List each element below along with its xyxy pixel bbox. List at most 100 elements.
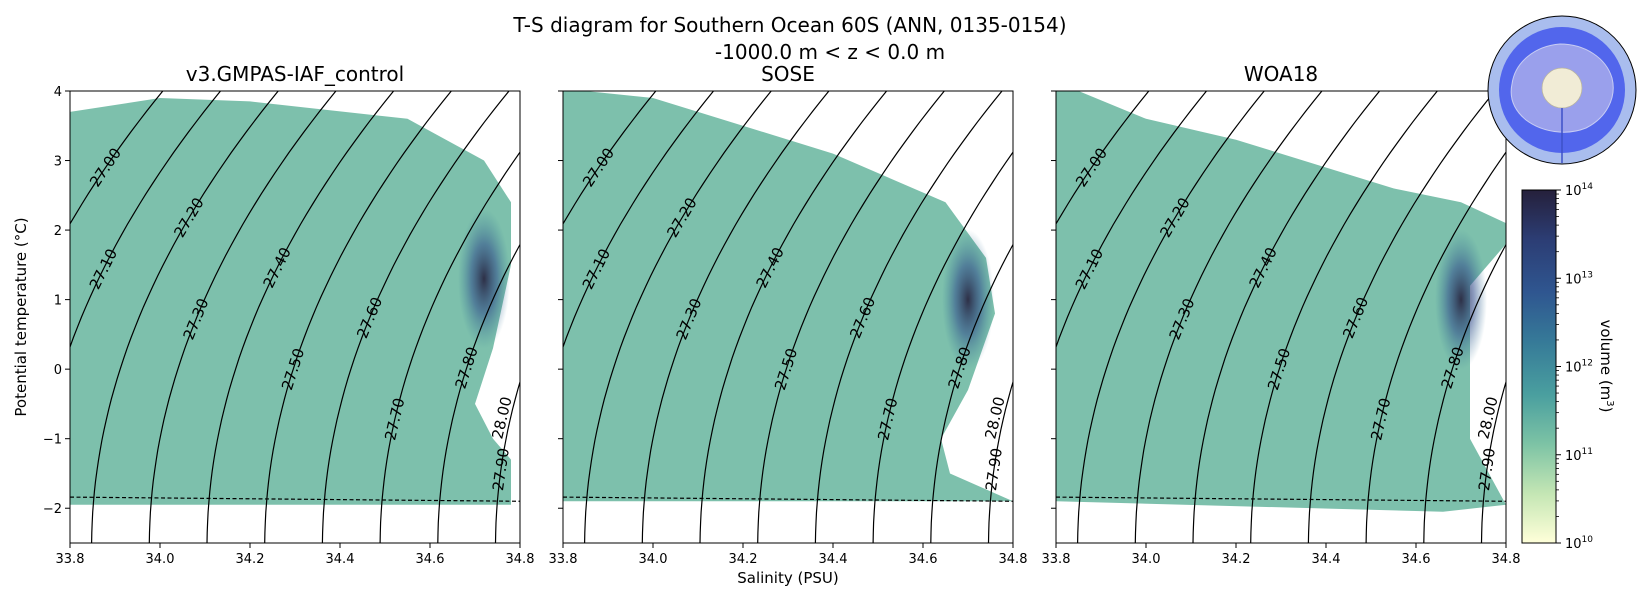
isopycnal-line	[930, 243, 1013, 543]
isopycnal-line	[1250, 91, 1438, 543]
x-tick-label: 34.0	[639, 552, 668, 567]
isopycnal-line	[1056, 91, 1207, 349]
x-tick-label: 34.6	[1402, 552, 1431, 567]
freezing-line	[563, 496, 1013, 502]
y-tick-label: 2	[54, 224, 62, 239]
isopycnal-line	[563, 91, 657, 226]
panel-title: WOA18	[1244, 62, 1318, 86]
panel-title: v3.GMPAS-IAF_control	[186, 62, 404, 86]
plot-area: 27.0027.1027.2027.3027.4027.5027.6027.70…	[563, 91, 1013, 543]
x-tick-label: 34.2	[729, 552, 758, 567]
figure-title-line1: T-S diagram for Southern Ocean 60S (ANN,…	[512, 13, 1066, 37]
freezing-line	[70, 496, 520, 502]
panel-1: SOSE 27.0027.1027.2027.3027.4027.5027.602…	[549, 62, 1028, 567]
contour-label: 27.90	[982, 447, 1006, 492]
contour-label: 27.90	[489, 447, 513, 492]
colorbar-tick-exp: 13	[1582, 270, 1593, 280]
colorbar-tick-base: 10	[1565, 361, 1582, 376]
volume-dense-core	[458, 208, 510, 349]
panel-2: WOA18 27.0027.1027.2027.3027.4027.5027.60…	[1042, 62, 1521, 567]
isopycnal-line	[757, 91, 945, 543]
isopycnal-line	[321, 91, 510, 543]
y-tick-label: 0	[54, 363, 62, 378]
isopycnal-line	[437, 243, 520, 543]
colorbar-label-sup: 3	[1604, 400, 1615, 406]
volume-dense-core	[942, 229, 994, 370]
volume-dense-core	[1435, 229, 1487, 370]
colorbar-tick-exp: 10	[1582, 535, 1594, 545]
map-pole-disc	[1541, 67, 1583, 109]
contour-label: 27.90	[1475, 447, 1499, 492]
colorbar-label-text: volume (m	[1597, 319, 1615, 400]
isopycnal-line	[494, 379, 520, 543]
x-axis-label: Salinity (PSU)	[737, 569, 839, 587]
isopycnal-line	[872, 151, 1013, 543]
contour-label: 28.00	[1474, 395, 1501, 441]
isopycnal-line	[264, 91, 452, 543]
colorbar-tick-base: 10	[1565, 449, 1582, 464]
axes-frame	[1055, 90, 1507, 544]
isopycnal-line	[1423, 243, 1506, 543]
isopycnal-line	[1134, 91, 1323, 543]
isopycnal-line	[148, 91, 337, 543]
isopycnal-line	[70, 91, 164, 226]
colorbar-label: volume (m3)	[1597, 319, 1615, 412]
isopycnal-line	[641, 91, 830, 543]
axes-frame	[69, 90, 521, 544]
isopycnal-line	[1365, 151, 1506, 543]
freezing-line	[1056, 496, 1506, 502]
isopycnal-line	[699, 91, 888, 543]
isopycnal-line	[91, 91, 279, 543]
x-tick-label: 34.6	[416, 552, 445, 567]
isopycnal-line	[987, 379, 1013, 543]
panels-layer: v3.GMPAS-IAF_control 27.0027.1027.2027.30…	[43, 62, 1521, 567]
y-tick-label: 4	[54, 85, 62, 100]
x-tick-label: 34.8	[999, 552, 1028, 567]
volume-region	[70, 98, 511, 505]
colorbar-tick-label: 1012	[1565, 359, 1593, 376]
volume-region	[1056, 91, 1506, 512]
contour-label: 28.00	[488, 395, 515, 441]
x-tick-label: 33.8	[56, 552, 85, 567]
axes-frame	[562, 90, 1014, 544]
x-tick-label: 34.8	[1492, 552, 1521, 567]
colorbar-gradient	[1521, 189, 1557, 544]
colorbar-tick-label: 1010	[1565, 535, 1593, 552]
plot-area: 27.0027.1027.2027.3027.4027.5027.6027.70…	[70, 91, 520, 543]
colorbar-tick-label: 1014	[1565, 182, 1593, 199]
isopycnal-line	[1192, 91, 1381, 543]
isopycnal-line	[1480, 379, 1506, 543]
colorbar-tick-exp: 11	[1582, 447, 1593, 457]
colorbar-tick-label: 1013	[1565, 270, 1593, 287]
panel-title: SOSE	[761, 62, 815, 86]
contour-label: 28.00	[981, 395, 1008, 441]
x-tick-label: 34.4	[1312, 552, 1341, 567]
isopycnal-line	[70, 91, 221, 349]
x-tick-label: 33.8	[549, 552, 578, 567]
y-tick-label: 3	[54, 155, 62, 170]
x-tick-label: 34.6	[909, 552, 938, 567]
colorbar-tick-exp: 14	[1582, 182, 1594, 192]
y-tick-label: 1	[54, 294, 62, 309]
x-tick-label: 33.8	[1042, 552, 1071, 567]
x-tick-label: 34.2	[236, 552, 265, 567]
x-tick-label: 34.4	[326, 552, 355, 567]
isopycnal-line	[584, 91, 772, 543]
isopycnal-line	[379, 151, 520, 543]
isopycnal-line	[1307, 91, 1496, 543]
colorbar-tick-exp: 12	[1582, 359, 1593, 369]
x-tick-label: 34.8	[506, 552, 535, 567]
x-tick-label: 34.0	[146, 552, 175, 567]
isopycnal-line	[563, 91, 714, 349]
x-tick-label: 34.2	[1222, 552, 1251, 567]
plot-area: 27.0027.1027.2027.3027.4027.5027.6027.70…	[1056, 91, 1506, 543]
isopycnal-line	[814, 91, 1003, 543]
colorbar-tick-label: 1011	[1565, 447, 1593, 464]
x-tick-label: 34.4	[819, 552, 848, 567]
volume-region	[563, 91, 1013, 502]
colorbar-tick-base: 10	[1565, 272, 1582, 287]
y-axis-label: Potential temperature (°C)	[12, 217, 30, 416]
y-tick-label: −1	[43, 433, 62, 448]
